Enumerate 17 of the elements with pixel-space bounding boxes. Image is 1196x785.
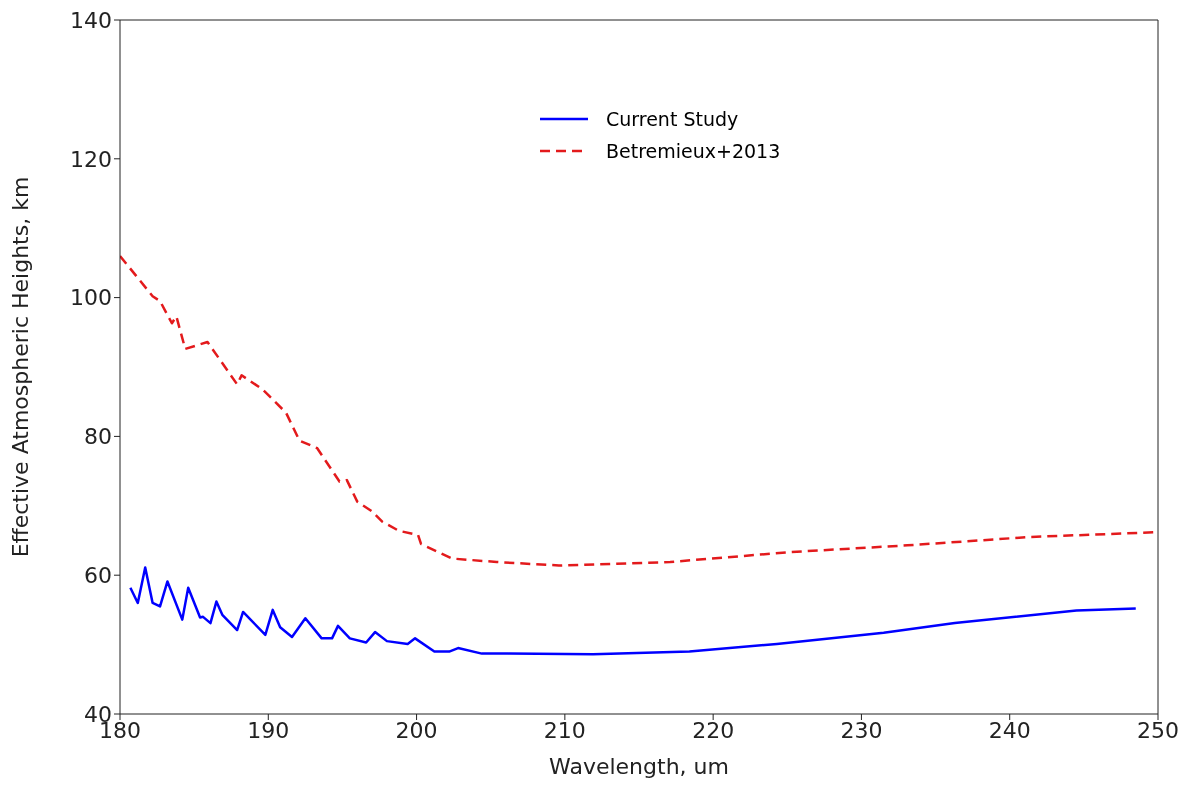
x-tick-label: 240	[988, 717, 1031, 743]
y-tick-label: 60	[84, 563, 112, 589]
y-tick-label: 120	[70, 146, 112, 172]
x-tick-label: 220	[692, 717, 735, 743]
x-tick-label: 250	[1137, 717, 1179, 743]
legend-label: Betremieux+2013	[606, 140, 781, 162]
legend-label: Current Study	[606, 108, 739, 130]
x-tick-label: 210	[543, 717, 586, 743]
y-tick-label: 80	[84, 424, 112, 450]
y-tick-label: 100	[70, 285, 112, 311]
y-tick-label: 140	[70, 7, 112, 33]
x-tick-label: 230	[840, 717, 883, 743]
x-axis-title: Wavelength, um	[549, 754, 729, 779]
x-tick-label: 190	[247, 717, 290, 743]
y-axis-title: Effective Atmospheric Heights, km	[7, 176, 33, 558]
x-tick-label: 200	[395, 717, 438, 743]
line-series	[129, 566, 1138, 656]
